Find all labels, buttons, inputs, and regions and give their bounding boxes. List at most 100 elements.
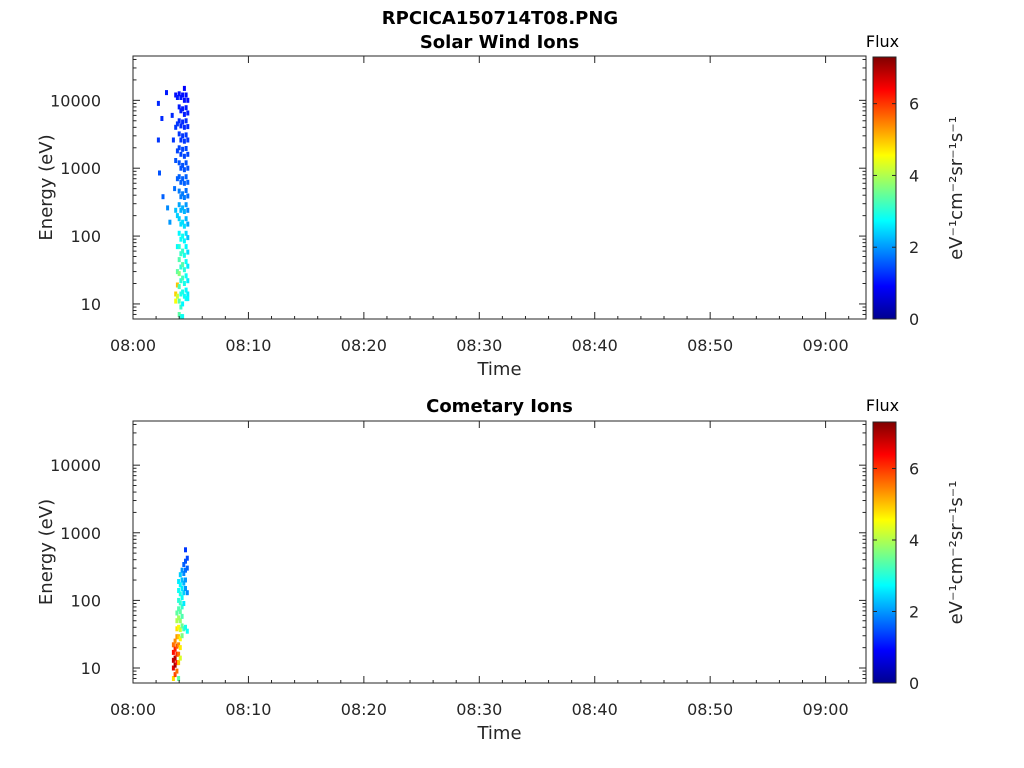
heatmap-cell <box>184 547 187 553</box>
heatmap-cell <box>181 146 185 152</box>
heatmap-cell <box>175 610 179 616</box>
heatmap-cell <box>185 555 189 561</box>
heatmap-cell <box>186 97 190 103</box>
heatmap-cell <box>180 595 184 601</box>
heatmap-cell <box>186 263 190 269</box>
x-tick-label: 08:30 <box>456 336 502 355</box>
heatmap-cell <box>171 649 175 655</box>
heatmap-cell <box>186 165 190 171</box>
heatmap-cell <box>177 597 181 603</box>
heatmap-cell <box>186 278 190 284</box>
colorbar-frame <box>872 56 897 320</box>
x-tick-label: 08:10 <box>225 700 271 719</box>
heatmap-cell <box>174 298 178 304</box>
heatmap-cell <box>184 118 188 124</box>
figure-title: RPCICA150714T08.PNG <box>382 8 618 29</box>
heatmap-cell <box>173 638 177 644</box>
heatmap-cell <box>177 588 181 593</box>
heatmap-cell <box>175 176 179 182</box>
heatmap-cell <box>177 651 181 657</box>
heatmap-cell <box>174 158 178 163</box>
x-tick-label: 09:00 <box>803 700 849 719</box>
heatmap-cell <box>178 636 182 642</box>
heatmap-cell <box>177 174 181 180</box>
colorbar-tick-label: 4 <box>909 166 919 185</box>
heatmap-cell <box>178 618 182 624</box>
heatmap-cell <box>182 167 186 173</box>
heatmap-cell <box>177 257 181 263</box>
heatmap-cell <box>186 235 190 241</box>
colorbar-unit-label: eV⁻¹cm⁻²sr⁻¹s⁻¹ <box>946 481 967 625</box>
heatmap-cell <box>173 646 177 652</box>
heatmap-cell <box>175 293 179 299</box>
heatmap-cell <box>181 219 185 225</box>
heatmap-cell <box>175 95 179 100</box>
heatmap-cell <box>184 230 188 236</box>
heatmap-cell <box>179 123 183 129</box>
heatmap-cell <box>181 275 185 281</box>
colorbar-tick-label: 2 <box>909 238 919 257</box>
heatmap-cell <box>175 634 179 640</box>
heatmap-cell <box>182 124 186 130</box>
heatmap-cell <box>177 579 181 584</box>
x-tick-label: 08:20 <box>341 336 387 355</box>
y-tick-label: 100 <box>70 591 101 610</box>
heatmap-cell <box>174 124 178 130</box>
heatmap-cell <box>177 145 181 151</box>
heatmap-cell <box>177 271 181 277</box>
y-tick-label: 10000 <box>50 91 101 110</box>
heatmap-cell <box>175 651 179 657</box>
y-tick-label: 10 <box>81 295 101 314</box>
heatmap-cell <box>180 623 184 629</box>
heatmap-cell <box>178 572 182 578</box>
heatmap-cell <box>179 194 183 200</box>
heatmap-cell <box>184 586 187 591</box>
heatmap-cell <box>173 655 177 661</box>
heatmap-cell <box>177 660 181 666</box>
heatmap-cell <box>175 668 179 674</box>
x-tick-label: 08:50 <box>687 336 733 355</box>
heatmap-cell <box>180 577 184 583</box>
heatmap-cell <box>178 582 182 588</box>
heatmap-cell <box>179 304 183 310</box>
heatmap-cell <box>182 85 186 91</box>
heatmap-cell <box>182 97 186 103</box>
colorbar-gradient <box>873 57 896 319</box>
heatmap-cell <box>179 179 183 185</box>
heatmap-cell <box>171 665 175 671</box>
colorbar-title: Flux <box>866 32 899 51</box>
heatmap-cell <box>184 259 188 265</box>
heatmap-cell <box>182 238 186 244</box>
heatmap-cell <box>177 676 181 681</box>
heatmap-cell <box>184 273 188 279</box>
heatmap-cell <box>177 91 181 97</box>
heatmap-cell <box>177 606 181 612</box>
heatmap-cell <box>181 314 185 320</box>
colorbar-tick-label: 0 <box>909 310 919 329</box>
x-tick-label: 08:40 <box>572 700 618 719</box>
colorbar-frame <box>872 421 897 684</box>
heatmap-cell <box>179 137 183 143</box>
heatmap-cell <box>184 296 188 302</box>
heatmap-cell <box>158 170 161 176</box>
heatmap-cell <box>177 642 181 648</box>
heatmap-cell <box>182 153 186 159</box>
heatmap-cell <box>175 626 179 632</box>
cometary-ions-panel: Cometary Ions 08:00 08:10 08:20 08:30 08:40 08… <box>36 396 967 744</box>
heatmap-cell <box>171 657 175 663</box>
heatmap-cell <box>177 284 181 290</box>
heatmap-cell <box>177 312 181 317</box>
heatmap-cell <box>182 562 186 567</box>
heatmap-cell <box>174 92 178 98</box>
heatmap-cell <box>184 624 187 630</box>
panel-title: Solar Wind Ions <box>420 32 579 53</box>
y-axis-label: Energy (eV) <box>36 499 57 605</box>
heatmap-cell <box>179 165 183 171</box>
solar-wind-ions-panel: Solar Wind Ions 08:00 08:10 08:20 08:30 08:40… <box>36 32 967 380</box>
heatmap-cell <box>182 267 186 273</box>
heatmap-cell <box>181 119 185 125</box>
heatmap-cell <box>182 626 186 632</box>
heatmap-cell <box>173 662 177 668</box>
heatmap-cell <box>179 236 183 242</box>
